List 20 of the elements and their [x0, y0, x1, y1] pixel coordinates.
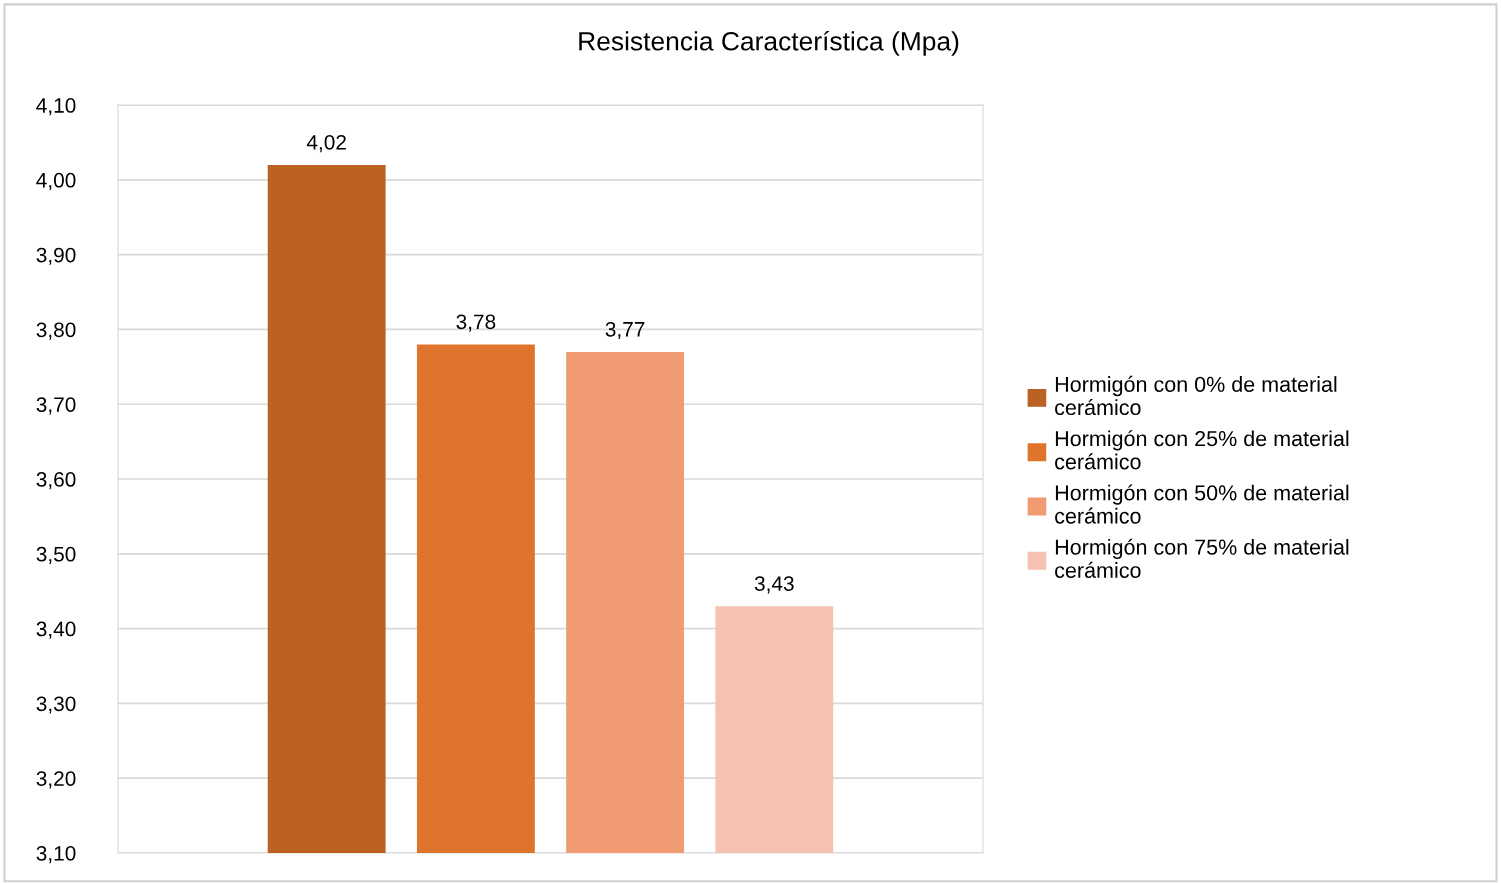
data-label: 3,77 [605, 321, 645, 340]
y-tick-label: 3,40 [36, 621, 76, 639]
y-tick-label: 3,10 [36, 845, 76, 864]
y-tick-label: 3,90 [36, 247, 76, 265]
y-tick-label: 3,60 [36, 472, 76, 490]
legend-label: Hormigón con 25% de material cerámico [1055, 430, 1349, 470]
y-tick-label: 3,50 [36, 546, 76, 565]
y-tick-label: 4,00 [36, 172, 76, 191]
y-tick-label: 3,20 [36, 771, 76, 789]
data-label: 3,78 [456, 314, 496, 332]
legend-label: Hormigón con 50% de material cerámico [1055, 484, 1349, 524]
legend-label: Hormigón con 75% de material cerámico [1055, 538, 1349, 578]
data-label: 3,43 [754, 576, 794, 594]
legend-label: Hormigón con 0% de material cerámico [1055, 375, 1337, 416]
y-tick-label: 3,30 [36, 696, 76, 714]
y-tick-label: 3,80 [36, 322, 76, 340]
chart-title: Resistencia Característica (Mpa) [579, 30, 959, 56]
y-tick-label: 3,70 [36, 397, 76, 415]
data-label: 4,02 [306, 134, 346, 153]
y-tick-label: 4,10 [36, 98, 76, 116]
